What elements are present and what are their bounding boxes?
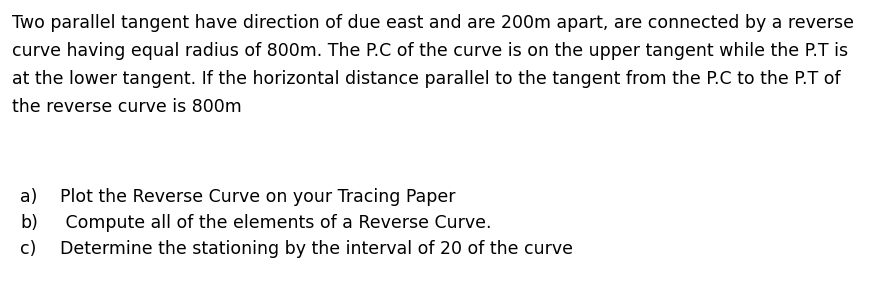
Text: Plot the Reverse Curve on your Tracing Paper: Plot the Reverse Curve on your Tracing P… xyxy=(60,188,455,206)
Text: Two parallel tangent have direction of due east and are 200m apart, are connecte: Two parallel tangent have direction of d… xyxy=(12,14,853,32)
Text: c): c) xyxy=(20,240,37,258)
Text: the reverse curve is 800m: the reverse curve is 800m xyxy=(12,98,241,116)
Text: a): a) xyxy=(20,188,38,206)
Text: curve having equal radius of 800m. The P.C of the curve is on the upper tangent : curve having equal radius of 800m. The P… xyxy=(12,42,848,60)
Text: Compute all of the elements of a Reverse Curve.: Compute all of the elements of a Reverse… xyxy=(60,214,491,232)
Text: Determine the stationing by the interval of 20 of the curve: Determine the stationing by the interval… xyxy=(60,240,572,258)
Text: b): b) xyxy=(20,214,38,232)
Text: at the lower tangent. If the horizontal distance parallel to the tangent from th: at the lower tangent. If the horizontal … xyxy=(12,70,839,88)
